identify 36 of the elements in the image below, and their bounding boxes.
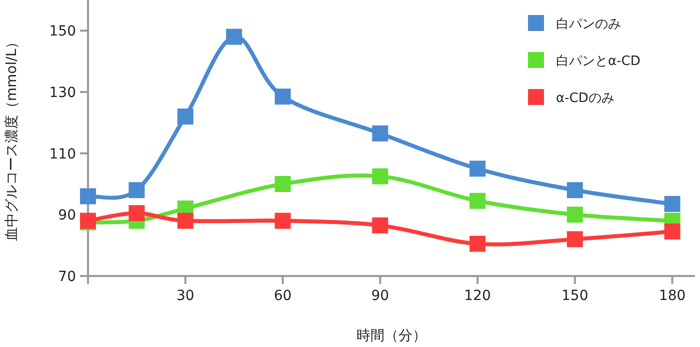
point xyxy=(470,192,486,209)
x-tick-label: 120 xyxy=(464,288,491,304)
point xyxy=(80,188,96,204)
point xyxy=(274,212,291,229)
point xyxy=(372,168,388,184)
x-tick-label: 180 xyxy=(658,288,686,304)
point xyxy=(226,28,242,45)
y-tick-label: 130 xyxy=(49,85,76,101)
y-tick-label: 150 xyxy=(49,24,76,40)
point xyxy=(177,212,194,229)
legend-label: 白パンとα-CD xyxy=(556,54,640,69)
x-tick-label: 90 xyxy=(371,288,390,304)
point xyxy=(274,88,291,105)
point xyxy=(566,206,583,223)
point xyxy=(128,182,145,198)
point xyxy=(470,236,486,252)
point xyxy=(566,182,583,198)
x-tick-label: 30 xyxy=(176,288,194,304)
y-tick-label: 70 xyxy=(58,269,76,285)
x-axis-title: 時間（分） xyxy=(356,328,426,344)
x-tick-label: 150 xyxy=(562,288,588,304)
point xyxy=(372,125,388,142)
point xyxy=(664,196,680,212)
point xyxy=(566,231,583,248)
legend-label: α-CDのみ xyxy=(556,91,614,106)
point xyxy=(274,176,291,192)
point xyxy=(664,224,680,240)
y-tick-label: 110 xyxy=(49,146,76,162)
x-tick-label: 60 xyxy=(274,288,292,304)
y-tick-label: 90 xyxy=(58,208,76,224)
point xyxy=(372,217,388,234)
point xyxy=(470,160,486,177)
point xyxy=(128,205,145,222)
y-axis-title: 血中グルコース濃度（mmol/L） xyxy=(4,34,20,242)
legend-label: 白パンのみ xyxy=(556,17,621,32)
point xyxy=(177,108,194,125)
